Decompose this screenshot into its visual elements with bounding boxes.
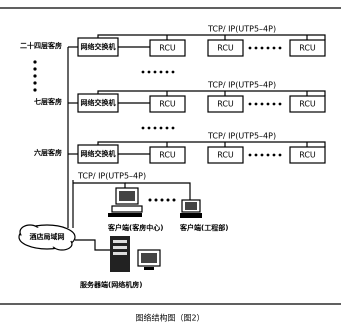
client-computer: [180, 199, 202, 218]
dot: [147, 126, 151, 130]
rcu-label: RCU: [217, 151, 234, 160]
switch-label: 网络交换机: [81, 98, 116, 107]
dot: [254, 153, 258, 157]
rcu-label: RCU: [159, 100, 176, 109]
dot: [159, 126, 163, 130]
dot: [171, 70, 175, 74]
dot: [248, 153, 252, 157]
rcu-label: RCU: [299, 151, 316, 160]
dot: [153, 70, 157, 74]
switch-box: [77, 144, 119, 164]
bus-line: [97, 141, 326, 147]
rcu-label: RCU: [159, 44, 176, 53]
lan-cloud: [18, 224, 76, 251]
dot: [260, 102, 264, 106]
dot: [165, 70, 169, 74]
floor-label: 七层客房: [34, 97, 62, 106]
link-label: TCP/ IP(UTP5–4P): [207, 25, 276, 34]
bus-line: [97, 90, 326, 96]
floor-label: 二十四层客房: [20, 41, 62, 50]
dot: [254, 46, 258, 50]
rcu-box: [149, 95, 186, 113]
dot: [272, 153, 276, 157]
dot: [260, 153, 264, 157]
dot: [141, 70, 145, 74]
dot: [260, 46, 264, 50]
dot: [278, 102, 282, 106]
dot: [278, 153, 282, 157]
switch-label: 网络交换机: [81, 42, 116, 51]
rcu-box: [207, 95, 244, 113]
dot: [141, 126, 145, 130]
dot: [248, 46, 252, 50]
dot: [272, 46, 276, 50]
link-label: TCP/ IP(UTP5–4P): [207, 81, 276, 90]
rcu-label: RCU: [217, 44, 234, 53]
rcu-label: RCU: [299, 44, 316, 53]
dot: [254, 102, 258, 106]
rcu-box: [149, 39, 186, 57]
dot: [266, 102, 270, 106]
client-link-label: TCP/ IP(UTP5–4P): [77, 172, 146, 181]
client-computer: [108, 187, 143, 217]
switch-box: [77, 93, 119, 113]
dot: [153, 126, 157, 130]
rcu-box: [289, 39, 326, 57]
dot: [171, 126, 175, 130]
floor-label: 六层客房: [34, 148, 62, 157]
dot: [278, 46, 282, 50]
dot: [159, 70, 163, 74]
server-link: [75, 239, 110, 251]
caption: 图络结构图（图2）: [135, 313, 204, 323]
rcu-label: RCU: [299, 100, 316, 109]
client-label: 客户端(客房中心): [107, 223, 163, 232]
dot: [165, 126, 169, 130]
rcu-box: [289, 95, 326, 113]
rcu-box: [289, 146, 326, 164]
switch-box: [77, 37, 119, 57]
vertical-dots: [33, 60, 37, 92]
client-link-line: [125, 182, 191, 200]
lan-label: 酒店局域网: [30, 232, 65, 241]
rcu-box: [207, 146, 244, 164]
rcu-box: [149, 146, 186, 164]
client-label: 客户端(工程部): [179, 223, 228, 232]
bus-line: [97, 34, 326, 40]
server-label: 服务器端(网络机房): [80, 280, 142, 289]
dot: [147, 70, 151, 74]
dot: [266, 46, 270, 50]
link-label: TCP/ IP(UTP5–4P): [207, 132, 276, 141]
dots: [148, 198, 176, 202]
switch-label: 网络交换机: [81, 149, 116, 158]
dot: [266, 153, 270, 157]
dot: [272, 102, 276, 106]
rcu-label: RCU: [217, 100, 234, 109]
dot: [248, 102, 252, 106]
server: [110, 236, 161, 272]
rcu-box: [207, 39, 244, 57]
rcu-label: RCU: [159, 151, 176, 160]
